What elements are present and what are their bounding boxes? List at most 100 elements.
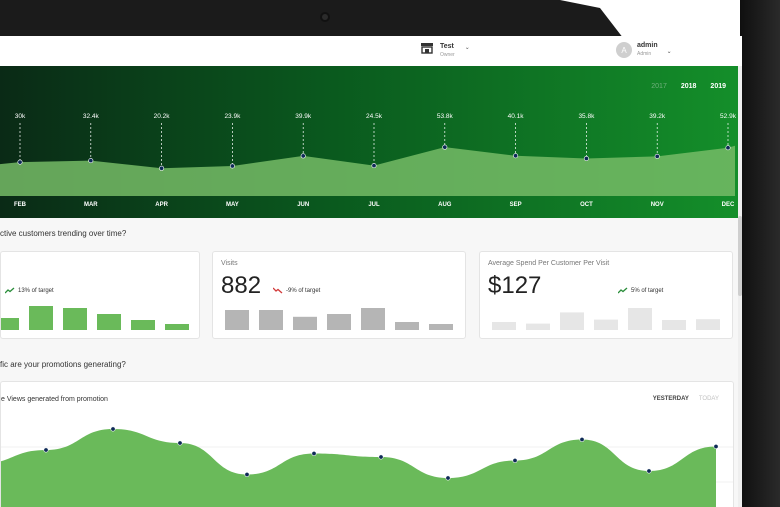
- views-point: [378, 454, 384, 460]
- views-point: [110, 426, 116, 432]
- mini-bar: [63, 308, 87, 330]
- mini-bar: [696, 319, 720, 330]
- trend-customers: 13% of target: [5, 287, 54, 294]
- mini-bar: [492, 322, 516, 330]
- mini-bar: [97, 314, 121, 330]
- month-label-aug: AUG: [438, 202, 452, 208]
- data-point-dec: [725, 145, 731, 151]
- views-point: [311, 451, 317, 457]
- chevron-down-icon[interactable]: ⌄: [464, 45, 470, 51]
- value-label-jun: 39.9k: [295, 113, 312, 120]
- visits-title: Visits: [221, 260, 238, 267]
- value-label-apr: 20.2k: [154, 113, 171, 120]
- mini-bar: [594, 319, 618, 330]
- value-label-oct: 35.8k: [578, 113, 595, 120]
- month-label-jul: JUL: [368, 202, 380, 208]
- visits-mini-bars: [225, 308, 453, 330]
- value-label-sep: 40.1k: [508, 113, 525, 120]
- views-point: [244, 472, 250, 478]
- webcam: [322, 14, 328, 20]
- tab-today[interactable]: TODAY: [698, 396, 719, 402]
- trend-visits: -9% of target: [273, 287, 320, 294]
- mini-bar: [560, 312, 584, 330]
- customers-area-chart: 30k FEB 32.4k MAR 20.2k APR 23.9k MAY 39.9k JUN 24…: [0, 113, 737, 208]
- month-label-mar: MAR: [84, 202, 98, 208]
- tab-year-2018[interactable]: 2018: [680, 83, 697, 90]
- views-point: [512, 458, 518, 464]
- data-point-may: [229, 163, 235, 169]
- tab-yesterday[interactable]: YESTERDAY: [652, 396, 689, 402]
- data-point-apr: [159, 165, 165, 171]
- value-label-feb: 30k: [15, 113, 26, 120]
- trend-average-spend: 5% of target: [618, 287, 663, 294]
- month-label-oct: OCT: [580, 202, 593, 208]
- trend-down-icon: [273, 287, 283, 294]
- month-label-sep: SEP: [510, 202, 522, 208]
- day-tabs: YESTERDAY TODAY: [653, 396, 719, 402]
- tab-year-2019[interactable]: 2019: [710, 83, 726, 90]
- month-label-apr: APR: [155, 202, 168, 208]
- views-point: [646, 468, 652, 474]
- tab-year-2017[interactable]: 2017: [651, 83, 667, 90]
- month-label-may: MAY: [226, 202, 239, 208]
- store-text: Test Owner: [440, 42, 455, 60]
- customers-area: [0, 145, 735, 196]
- month-label-jun: JUN: [297, 202, 309, 208]
- data-point-nov: [654, 153, 660, 159]
- data-point-sep: [513, 153, 519, 159]
- average-spend-title: Average Spend Per Customer Per Visit: [488, 260, 610, 267]
- month-label-feb: FEB: [14, 202, 27, 208]
- customers-mini-bars: [1, 306, 189, 330]
- views-point: [177, 440, 183, 446]
- hero-banner: 2017 2018 2019 30k FEB 32.4k MAR 20.2k APR 23.…: [0, 66, 742, 218]
- mini-bar: [131, 320, 155, 330]
- data-point-aug: [442, 144, 448, 150]
- data-point-jul: [371, 163, 377, 169]
- store-icon: [421, 43, 433, 54]
- trend-visits-text: -9% of target: [286, 287, 321, 294]
- top-bar: Test Owner ⌄ A admin Admin ⌄: [0, 36, 742, 67]
- card-average-spend: Average Spend Per Customer Per Visit $12…: [479, 251, 733, 339]
- mini-bar: [293, 316, 317, 330]
- user-menu[interactable]: A admin Admin ⌄: [616, 41, 672, 59]
- views-title: e Views generated from promotion: [1, 396, 108, 403]
- data-point-mar: [88, 158, 94, 164]
- mini-bar: [526, 323, 550, 330]
- store-name: Test: [440, 43, 454, 50]
- store-switcher[interactable]: Test Owner ⌄: [420, 42, 470, 60]
- visits-value: 882: [221, 272, 262, 299]
- scrollbar-thumb[interactable]: [738, 216, 742, 296]
- mini-bar: [628, 308, 652, 330]
- views-point: [579, 436, 585, 442]
- views-point: [445, 475, 451, 481]
- value-label-jul: 24.5k: [366, 113, 383, 120]
- user-name: admin: [637, 42, 658, 49]
- chevron-down-icon[interactable]: ⌄: [666, 48, 672, 55]
- promotions-question: fic are your promotions generating?: [0, 360, 126, 369]
- trend-up-icon: [5, 287, 15, 294]
- value-label-dec: 52.9k: [720, 113, 737, 120]
- mini-bar: [662, 320, 686, 330]
- page-scrollbar[interactable]: [738, 66, 742, 507]
- data-point-jun: [300, 153, 306, 159]
- month-label-nov: NOV: [651, 202, 664, 208]
- value-label-aug: 53.8k: [437, 113, 454, 120]
- card-visits: Visits 882 -9% of target: [212, 251, 466, 339]
- views-area: [0, 429, 716, 507]
- card-customers: 13% of target: [0, 251, 200, 339]
- views-point: [713, 443, 719, 449]
- mini-bar: [225, 310, 249, 330]
- value-label-mar: 32.4k: [83, 113, 100, 120]
- mini-bar: [165, 324, 189, 330]
- average-spend-mini-bars: [492, 308, 720, 330]
- data-point-oct: [583, 155, 589, 161]
- store-role: Owner: [440, 52, 455, 58]
- mini-bar: [429, 324, 453, 330]
- trend-customers-text: 13% of target: [18, 287, 54, 294]
- mini-bar: [29, 306, 53, 330]
- app-screen: Test Owner ⌄ A admin Admin ⌄ 2017 2018 2…: [0, 36, 742, 507]
- month-label-dec: DEC: [722, 202, 735, 208]
- average-spend-value: $127: [488, 272, 542, 299]
- mini-bar: [361, 308, 385, 330]
- avatar[interactable]: A: [616, 42, 632, 58]
